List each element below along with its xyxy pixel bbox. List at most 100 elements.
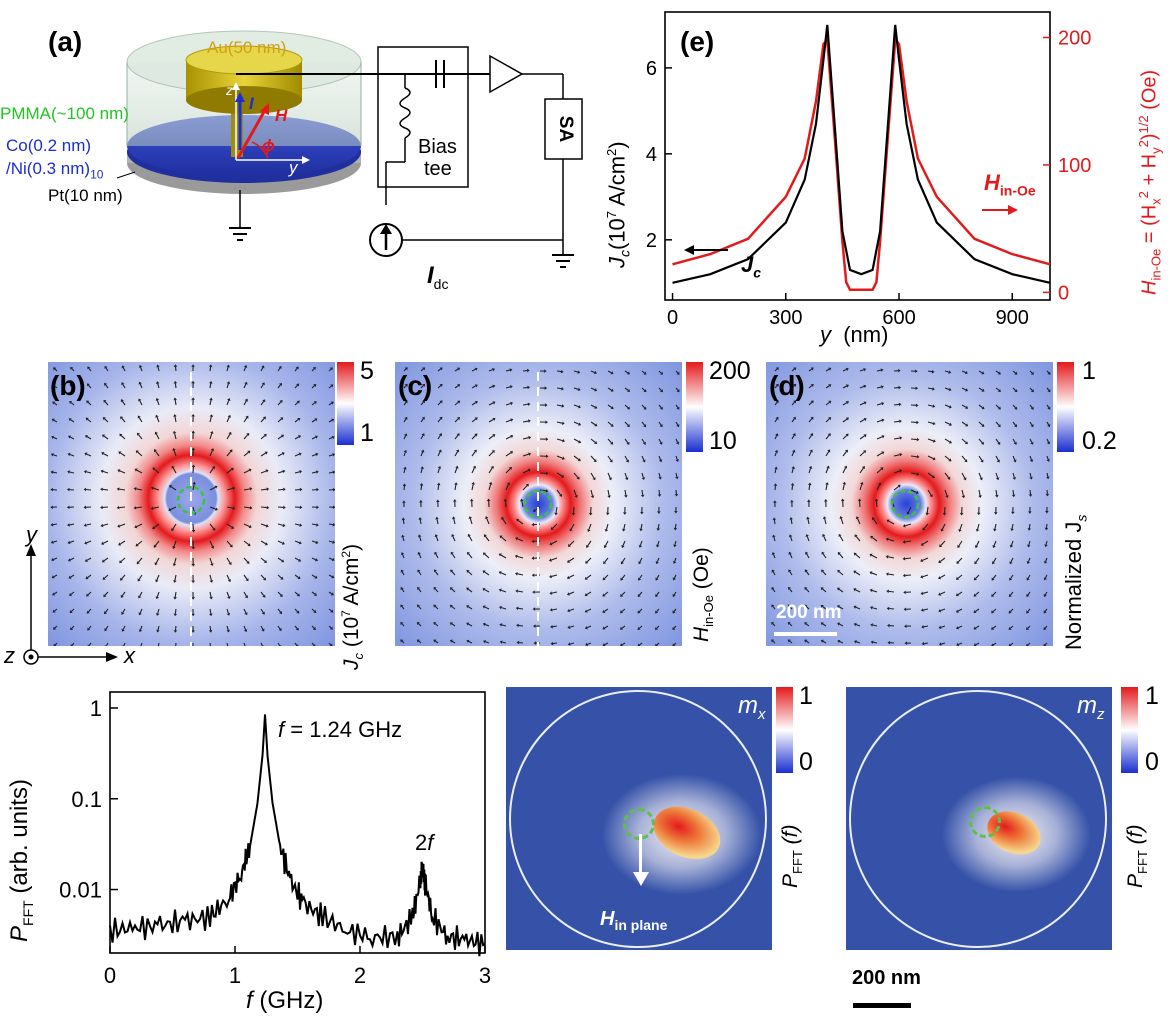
field-arrow [607, 404, 612, 409]
field-arrow [311, 368, 315, 372]
field-arrow [675, 370, 679, 374]
field-arrow [641, 472, 644, 478]
field-arrowhead [281, 559, 285, 563]
field-arrowhead [469, 498, 474, 502]
field-arrow [420, 368, 424, 372]
field-arrowhead [899, 436, 903, 440]
field-arrowhead [53, 643, 57, 646]
field-arrowhead [638, 561, 642, 565]
field-arrowhead [948, 458, 952, 462]
field-arrowhead [771, 621, 775, 626]
field-arrowhead [837, 639, 841, 644]
field-arrow [277, 608, 281, 613]
field-arrowhead [674, 511, 678, 514]
field-arrowhead [948, 370, 952, 374]
field-arrow [1029, 455, 1033, 461]
field-arrow [658, 455, 662, 461]
field-arrowhead [1014, 406, 1018, 410]
field-arrowhead [643, 424, 647, 428]
field-arrowhead [979, 477, 983, 481]
field-arrowhead [1026, 577, 1030, 581]
field-arrowhead [118, 542, 122, 546]
field-arrowhead [433, 639, 437, 643]
field-arrow [587, 540, 592, 547]
field-arrowhead [792, 433, 796, 437]
field-arrowhead [173, 630, 178, 633]
field-arrowhead [156, 381, 160, 385]
field-arrow [434, 623, 439, 627]
field-arrow [641, 387, 646, 391]
field-arrow [624, 455, 628, 461]
field-arrowhead [837, 552, 841, 556]
field-arrowhead [825, 482, 829, 485]
field-arrowhead [820, 639, 824, 643]
field-arrowhead [228, 431, 232, 435]
field-arrowhead [903, 607, 907, 612]
field-arrowhead [881, 401, 885, 406]
field-arrowhead [837, 622, 841, 626]
field-arrowhead [298, 558, 302, 562]
field-arrow [88, 642, 92, 646]
field-arrow [467, 588, 473, 593]
field-arrowhead [403, 449, 408, 453]
field-arrowhead [545, 437, 549, 441]
field-arrow [87, 418, 92, 423]
field-arrowhead [787, 622, 791, 626]
field-arrowhead [296, 593, 300, 597]
field-arrowhead [561, 386, 564, 391]
field-arrow [153, 523, 160, 529]
field-arrow [209, 591, 212, 598]
field-arrow [995, 387, 1000, 391]
field-arrow [604, 574, 609, 579]
field-arrowhead [314, 418, 318, 422]
field-arrowhead [247, 543, 251, 547]
field-arrow [873, 518, 878, 525]
field-arrow [471, 385, 476, 389]
field-arrowhead [449, 604, 453, 608]
field-arrow [774, 368, 778, 372]
field-arrow [573, 387, 579, 390]
field-arrowhead [492, 417, 496, 421]
field-arrow [401, 571, 405, 576]
field-arrowhead [280, 434, 285, 438]
field-arrowhead [840, 498, 845, 502]
field-arrowhead [154, 562, 158, 566]
field-arrowhead [939, 544, 943, 548]
field-arrowhead [932, 456, 936, 461]
field-arrow [504, 500, 507, 508]
field-arrowhead [820, 622, 824, 626]
field-arrow [243, 591, 247, 597]
field-arrowhead [610, 371, 614, 375]
field-arrow [586, 591, 592, 596]
field-arrow [121, 400, 126, 406]
field-arrowhead [1008, 626, 1012, 630]
field-arrow [157, 383, 160, 389]
field-arrowhead [775, 416, 779, 420]
field-arrow [825, 368, 830, 372]
bias-tee-box [377, 46, 469, 188]
field-arrow [978, 472, 982, 479]
field-arrow [927, 421, 934, 424]
field-arrow [624, 438, 629, 444]
field-arrow [641, 370, 645, 374]
field-arrowhead [473, 449, 477, 453]
field-arrowhead [87, 644, 90, 646]
field-arrow [791, 468, 794, 474]
field-arrowhead [332, 522, 335, 527]
field-arrowhead [973, 609, 977, 613]
field-arrowhead [807, 482, 812, 486]
field-arrowhead [863, 450, 867, 454]
field-arrow [437, 418, 442, 423]
field-arrowhead [577, 370, 581, 374]
field-arrow [294, 384, 298, 389]
field-arrowhead [623, 512, 627, 515]
field-arrow [656, 608, 660, 613]
mx-map [506, 687, 772, 950]
field-arrowhead [610, 406, 614, 410]
field-arrow [556, 404, 562, 407]
field-arrow [174, 625, 177, 631]
field-arrowhead [244, 595, 248, 599]
field-arrow [157, 642, 160, 646]
field-arrow [277, 384, 281, 389]
